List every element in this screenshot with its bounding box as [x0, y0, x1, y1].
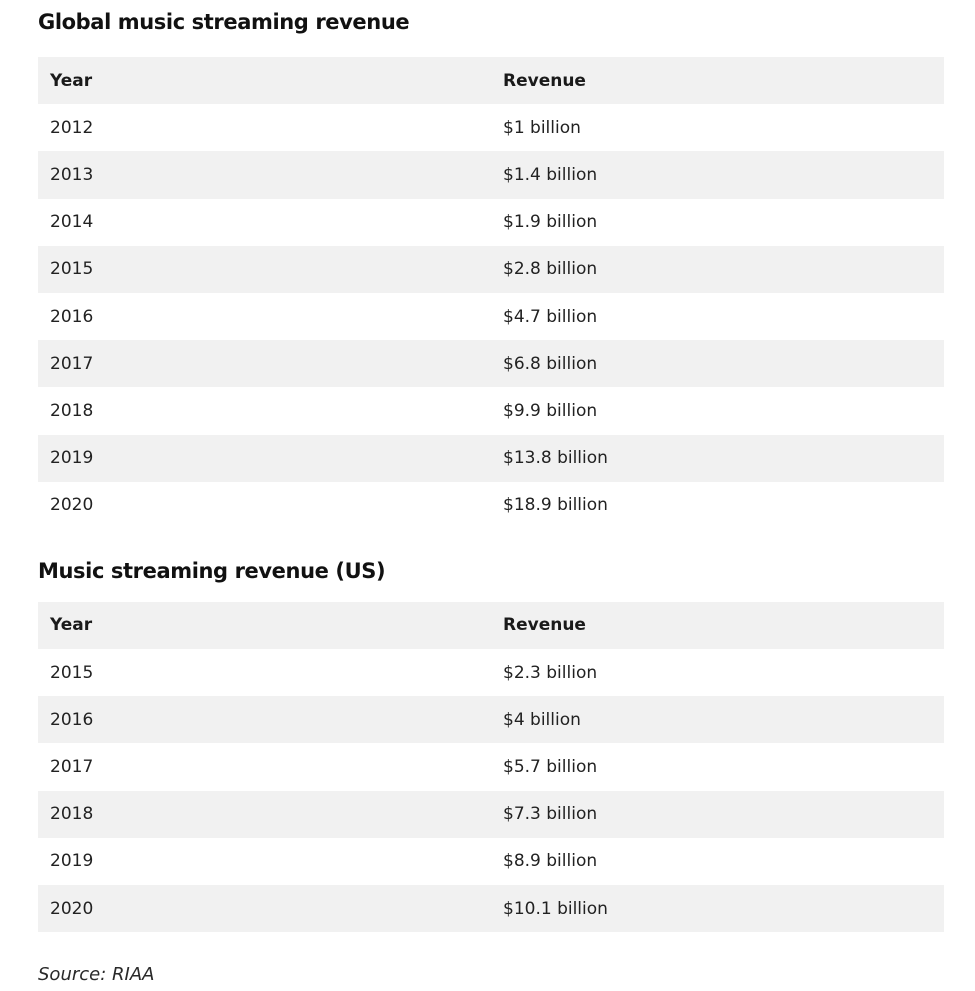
revenue-cell: $1 billion: [503, 117, 581, 138]
column-header-year: Year: [50, 70, 93, 91]
revenue-cell: $2.8 billion: [503, 259, 598, 280]
global-revenue-table: Year Revenue 2012 $1 billion 2013 $1.4 b…: [38, 57, 944, 529]
year-cell: 2019: [50, 448, 94, 469]
us-section-title: Music streaming revenue (US): [38, 558, 386, 583]
year-cell: 2019: [50, 851, 94, 872]
table-row: 2020 $10.1 billion: [38, 885, 944, 933]
global-section-title: Global music streaming revenue: [38, 10, 410, 34]
global-title-wrap: Global music streaming revenue: [38, 0, 944, 57]
table-row: 2014 $1.9 billion: [38, 199, 944, 246]
table-row: 2015 $2.3 billion: [38, 649, 944, 696]
revenue-cell: $10.1 billion: [503, 898, 608, 919]
table-row: 2018 $9.9 billion: [38, 387, 944, 434]
column-header-revenue: Revenue: [503, 615, 586, 636]
table-row: 2017 $5.7 billion: [38, 743, 944, 790]
table-row: 2016 $4 billion: [38, 696, 944, 744]
revenue-cell: $4.7 billion: [503, 306, 598, 327]
year-cell: 2016: [50, 709, 94, 730]
table-header-row: Year Revenue: [38, 601, 944, 650]
revenue-cell: $1.4 billion: [503, 164, 598, 185]
year-cell: 2012: [50, 117, 94, 138]
table-header-row: Year Revenue: [38, 57, 944, 105]
revenue-cell: $2.3 billion: [503, 662, 598, 683]
article-content: Global music streaming revenue Year Reve…: [38, 0, 944, 933]
table-row: 2012 $1 billion: [38, 104, 944, 151]
table-row: 2013 $1.4 billion: [38, 151, 944, 199]
year-cell: 2014: [50, 212, 94, 233]
source-caption: Source: RIAA: [38, 964, 155, 985]
year-cell: 2018: [50, 400, 94, 421]
year-cell: 2017: [50, 353, 94, 374]
revenue-cell: $13.8 billion: [503, 448, 608, 469]
table-row: 2018 $7.3 billion: [38, 790, 944, 838]
year-cell: 2017: [50, 757, 94, 778]
table-row: 2020 $18.9 billion: [38, 482, 944, 529]
year-cell: 2016: [50, 306, 94, 327]
revenue-cell: $8.9 billion: [503, 851, 598, 872]
revenue-cell: $9.9 billion: [503, 400, 598, 421]
table-row: 2019 $13.8 billion: [38, 434, 944, 482]
revenue-cell: $18.9 billion: [503, 495, 608, 516]
column-header-year: Year: [50, 615, 93, 636]
year-cell: 2015: [50, 662, 94, 683]
column-header-revenue: Revenue: [503, 70, 586, 91]
year-cell: 2018: [50, 804, 94, 825]
table-row: 2019 $8.9 billion: [38, 838, 944, 885]
table-row: 2015 $2.8 billion: [38, 245, 944, 293]
revenue-cell: $1.9 billion: [503, 212, 598, 233]
us-title-wrap: Music streaming revenue (US): [38, 529, 944, 602]
year-cell: 2015: [50, 259, 94, 280]
year-cell: 2020: [50, 495, 94, 516]
revenue-cell: $5.7 billion: [503, 757, 598, 778]
year-cell: 2020: [50, 898, 94, 919]
us-revenue-table: Year Revenue 2015 $2.3 billion 2016 $4 b…: [38, 601, 944, 933]
year-cell: 2013: [50, 164, 94, 185]
revenue-cell: $4 billion: [503, 709, 581, 730]
table-row: 2016 $4.7 billion: [38, 293, 944, 340]
revenue-cell: $7.3 billion: [503, 804, 598, 825]
revenue-cell: $6.8 billion: [503, 353, 598, 374]
table-row: 2017 $6.8 billion: [38, 340, 944, 388]
